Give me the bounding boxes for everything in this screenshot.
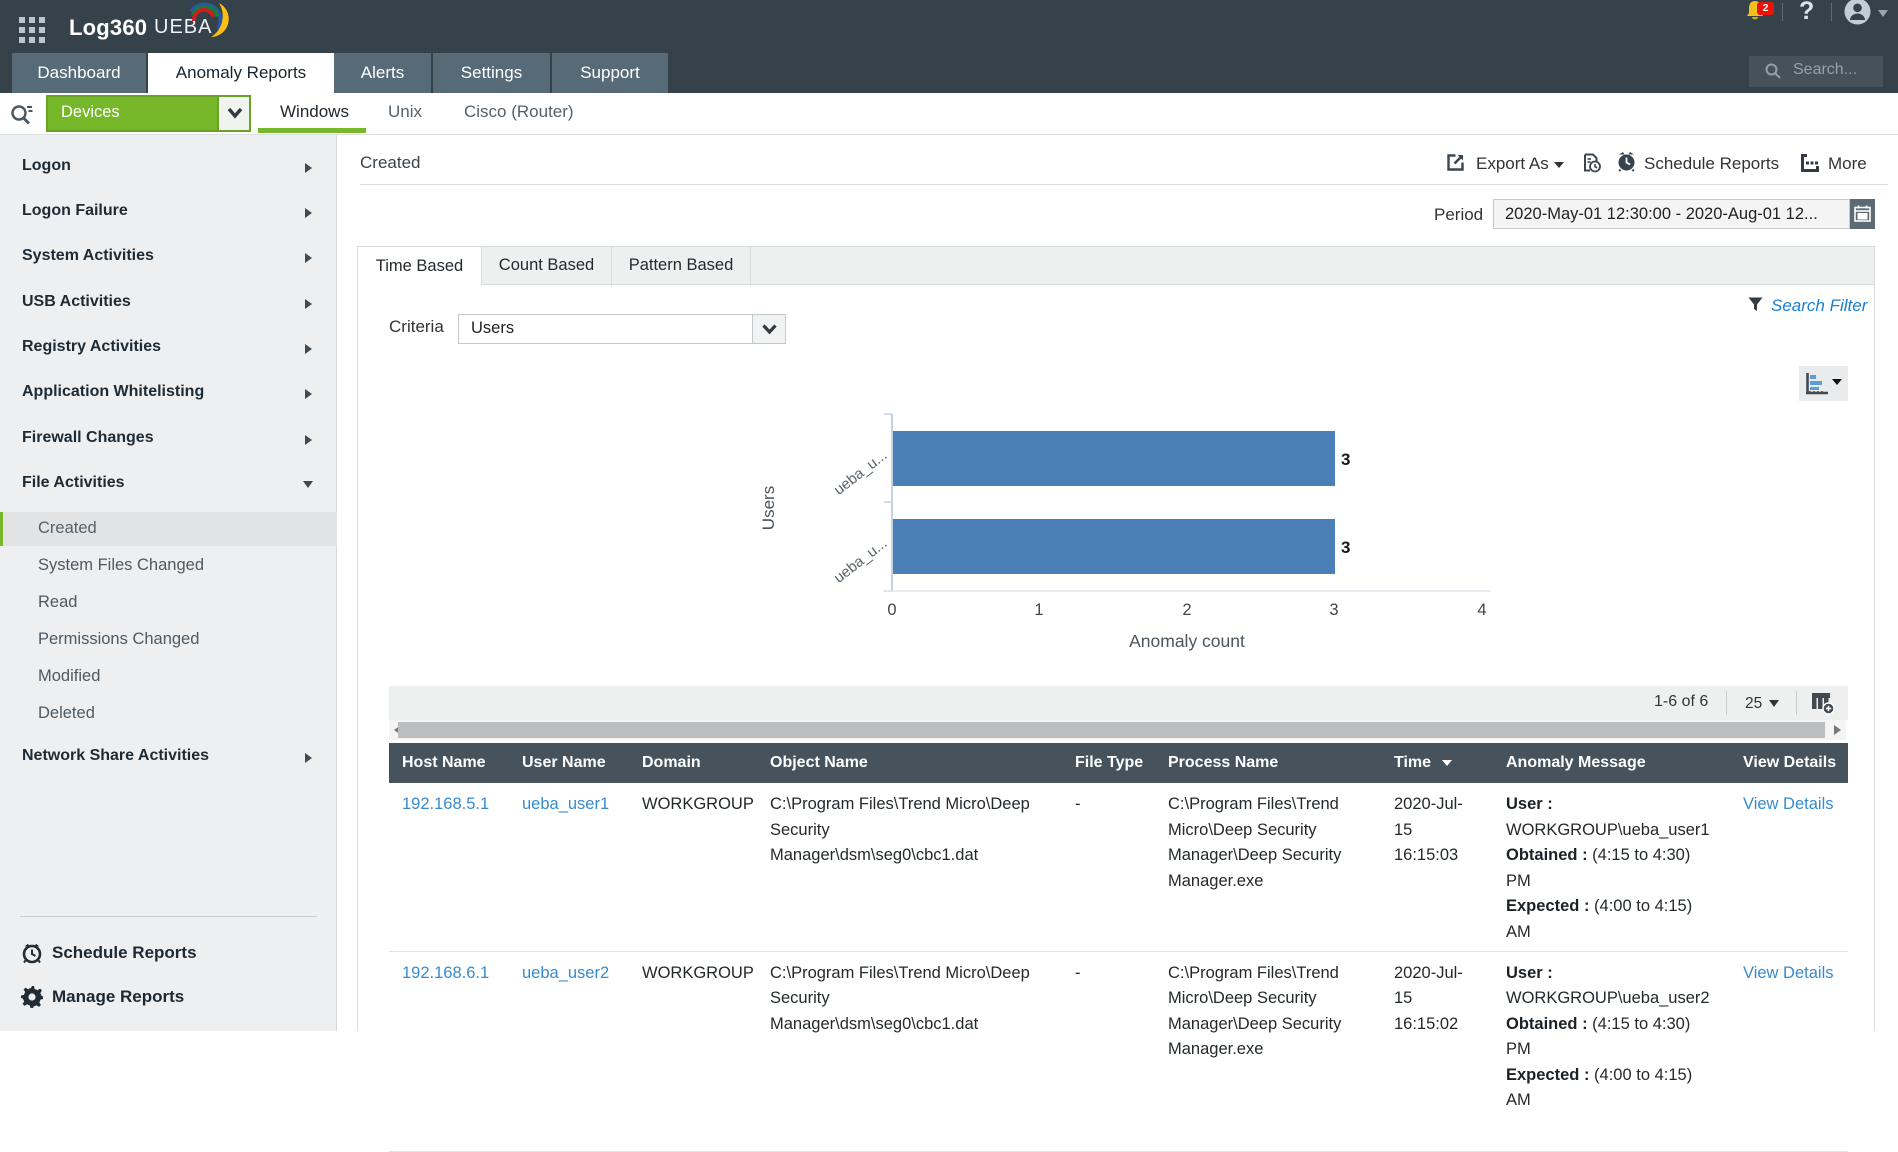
svg-text:2: 2 (1182, 601, 1191, 619)
svg-text:ueba_u...: ueba_u... (831, 447, 891, 499)
svg-text:3: 3 (1341, 450, 1350, 469)
svg-text:3: 3 (1329, 601, 1338, 619)
svg-text:3: 3 (1341, 538, 1350, 557)
svg-text:ueba_u...: ueba_u... (831, 535, 891, 587)
svg-text:0: 0 (887, 601, 896, 619)
svg-text:Anomaly count: Anomaly count (1129, 631, 1245, 651)
svg-text:1: 1 (1034, 601, 1043, 619)
svg-text:4: 4 (1477, 601, 1486, 619)
svg-text:Users: Users (759, 486, 778, 530)
